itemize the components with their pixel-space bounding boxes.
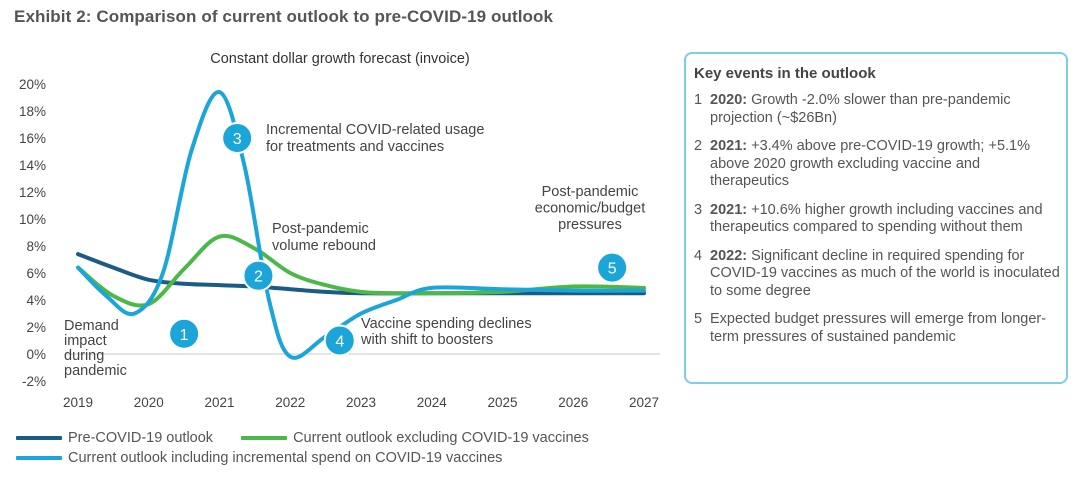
annotation-line: economic/budget [535, 201, 645, 217]
key-event-item: 2 2021: +3.4% above pre-COVID-19 growth; … [694, 138, 1066, 191]
y-tick-label: 6% [26, 266, 46, 281]
series-line-excluding-vaccines [76, 233, 646, 308]
annotation-incremental-usage: Incremental COVID-related usage for treat… [266, 122, 484, 155]
key-event-number: 1 [694, 92, 703, 108]
annotation-line: with shift to boosters [360, 332, 493, 348]
key-event-year: 2020: [710, 92, 748, 108]
exhibit-title: Exhibit 2: Comparison of current outlook… [14, 7, 554, 26]
annotation-line: Incremental COVID-related usage [266, 122, 484, 138]
annotation-line: during [64, 348, 104, 364]
legend-item-pre-covid: Pre-COVID-19 outlook [16, 430, 213, 446]
key-event-year: 2021: [710, 138, 748, 154]
x-tick-label: 2022 [275, 395, 305, 410]
key-events-list: 1 2020: Growth -2.0% slower than pre-pand… [694, 92, 1066, 346]
y-tick-label: 12% [19, 185, 46, 200]
x-tick-label: 2026 [558, 395, 588, 410]
legend-swatch [16, 456, 62, 460]
x-tick-label: 2021 [204, 395, 234, 410]
event-marker-3 [221, 122, 254, 154]
x-tick-label: 2020 [134, 395, 164, 410]
x-tick-label: 2025 [487, 395, 517, 410]
key-event-number: 4 [694, 247, 703, 264]
y-tick-label: 4% [26, 293, 46, 308]
annotation-line: impact [64, 333, 107, 349]
key-event-item: 1 2020: Growth -2.0% slower than pre-pand… [694, 92, 1066, 127]
x-tick-label: 2023 [346, 395, 376, 410]
legend-label: Current outlook excluding COVID-19 vacci… [293, 430, 589, 446]
event-marker-5 [596, 251, 629, 284]
key-event-year: 2022: [710, 247, 748, 264]
legend-item-excluding-vaccines: Current outlook excluding COVID-19 vacci… [241, 430, 589, 446]
annotation-line: pandemic [64, 363, 127, 379]
series-line-including-vaccines [76, 90, 646, 360]
key-event-year: 2021: [710, 201, 748, 218]
y-tick-label: 8% [26, 239, 46, 254]
chart-title: Constant dollar growth forecast (invoice… [210, 51, 470, 67]
event-marker-4 [323, 324, 356, 357]
key-event-number: 2 [694, 138, 703, 154]
key-events-title: Key events in the outlook [694, 65, 876, 82]
annotation-line: for treatments and vaccines [266, 139, 444, 155]
key-event-text: 2021: +3.4% above pre-COVID-19 growth; +… [710, 138, 1030, 189]
y-tick-label: 18% [19, 104, 46, 119]
event-marker-1 [168, 317, 201, 350]
legend-item-including-vaccines: Current outlook including incremental sp… [16, 450, 502, 466]
annotation-demand-impact: Demand impact during pandemic [64, 318, 127, 379]
annotation-line: Post-pandemic [542, 184, 639, 200]
x-tick-label: 2019 [63, 395, 93, 410]
event-marker-2 [242, 259, 275, 292]
event-marker-label: 4 [335, 334, 344, 351]
annotation-line: volume rebound [272, 238, 376, 254]
annotation-line: pressures [558, 217, 622, 233]
event-marker-label: 3 [233, 131, 242, 148]
y-tick-label: 14% [19, 158, 46, 173]
y-tick-label: 16% [19, 131, 46, 146]
annotation-volume-rebound: Post-pandemic volume rebound [272, 221, 376, 254]
key-event-text: 2021: +10.6% higher growth including vac… [710, 201, 1043, 236]
key-event-number: 3 [694, 201, 703, 218]
key-event-text: Expected budget pressures will emerge fr… [710, 311, 1047, 345]
y-tick-label: 10% [19, 212, 46, 227]
annotation-vaccine-decline: Vaccine spending declines with shift to b… [360, 316, 532, 348]
y-tick-label: -2% [22, 374, 46, 389]
x-tick-label: 2027 [629, 395, 659, 410]
key-event-item: 4 2022: Significant decline in required s… [694, 248, 1066, 301]
key-events-panel: Key events in the outlook 1 2020: Growth … [684, 52, 1068, 384]
annotation-line: Vaccine spending declines [361, 316, 532, 332]
growth-forecast-chart: Constant dollar growth forecast (invoice… [19, 51, 660, 410]
annotation-budget-pressures: Post-pandemic economic/budget pressures [535, 184, 645, 233]
y-tick-label: 0% [26, 347, 46, 362]
key-event-number: 5 [694, 311, 703, 327]
event-marker-label: 1 [180, 327, 189, 344]
event-marker-label: 2 [254, 269, 263, 286]
legend-swatch [241, 436, 288, 440]
key-event-item: 5 Expected budget pressures will emerge f… [694, 311, 1066, 346]
key-event-text: 2022: Significant decline in required sp… [710, 247, 1060, 299]
chart-legend: Pre-COVID-19 outlook Current outlook exc… [16, 428, 617, 468]
key-event-text: 2020: Growth -2.0% slower than pre-pande… [710, 92, 1011, 126]
legend-label: Pre-COVID-19 outlook [68, 430, 214, 446]
annotation-line: Demand [64, 318, 119, 334]
key-event-item: 3 2021: +10.6% higher growth including va… [694, 202, 1066, 237]
y-tick-label: 20% [19, 77, 46, 92]
event-marker-label: 5 [608, 261, 617, 278]
legend-label: Current outlook including incremental sp… [68, 450, 503, 466]
legend-swatch [16, 436, 62, 440]
x-tick-label: 2024 [417, 395, 448, 410]
annotation-line: Post-pandemic [272, 221, 369, 237]
y-tick-label: 2% [26, 320, 46, 335]
